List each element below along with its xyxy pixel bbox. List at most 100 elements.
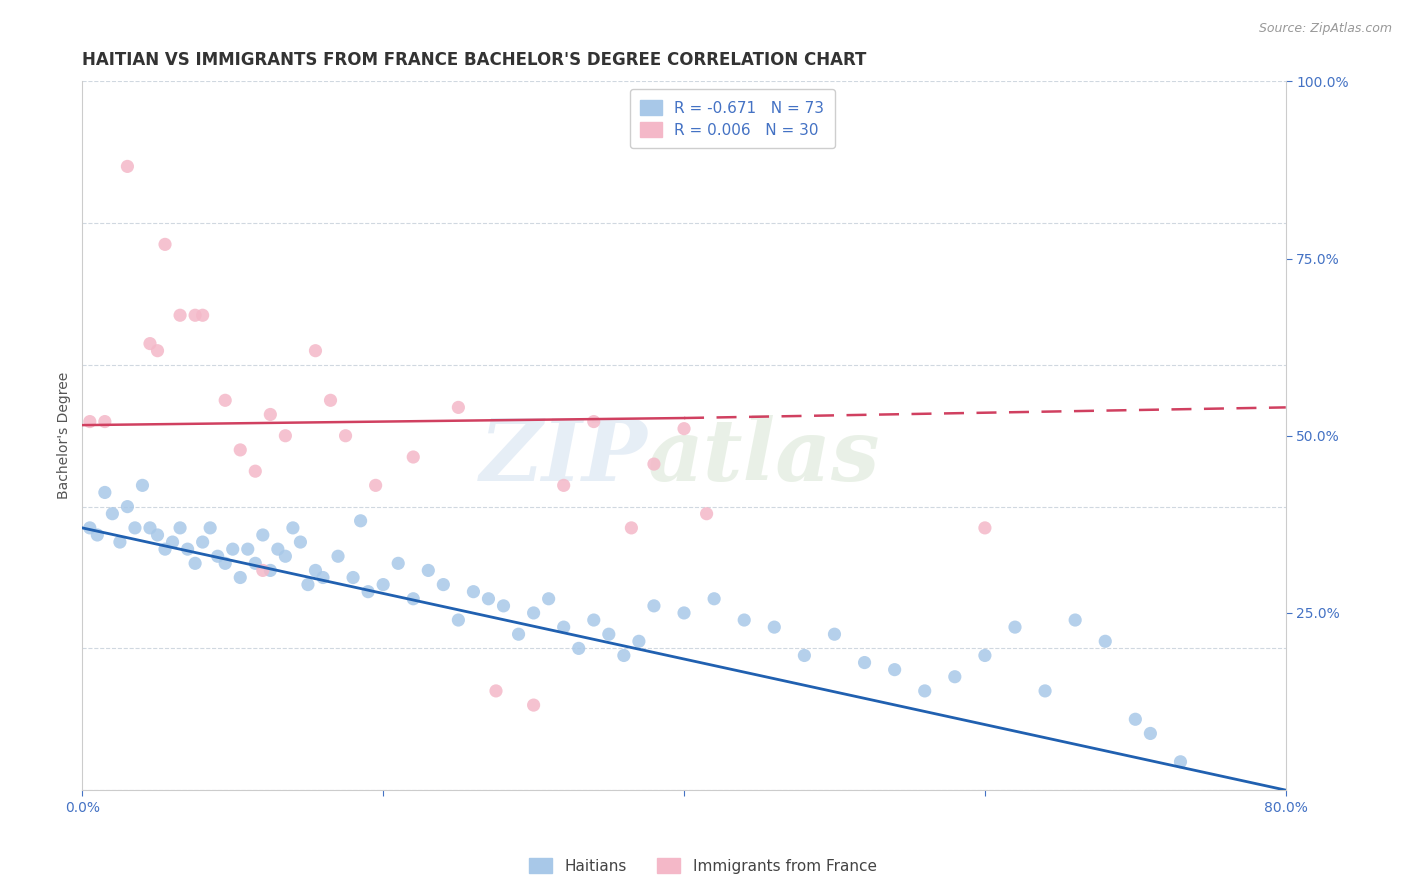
Point [198, 521, 221, 535]
Point [94, 485, 117, 500]
Point [139, 521, 162, 535]
Point [214, 557, 236, 571]
Point [191, 308, 214, 322]
Point [259, 408, 281, 422]
Point [643, 599, 665, 613]
Point [79, 415, 101, 429]
Point [974, 521, 997, 535]
Legend: R = -0.671   N = 73, R = 0.006   N = 30: R = -0.671 N = 73, R = 0.006 N = 30 [630, 89, 835, 148]
Point [598, 627, 620, 641]
Point [492, 599, 515, 613]
Point [267, 542, 290, 557]
Point [1170, 755, 1192, 769]
Point [222, 542, 245, 557]
Point [274, 549, 297, 564]
Point [508, 627, 530, 641]
Y-axis label: Bachelor's Degree: Bachelor's Degree [58, 372, 72, 500]
Point [139, 336, 162, 351]
Point [418, 563, 440, 577]
Point [229, 570, 252, 584]
Point [124, 521, 146, 535]
Point [1064, 613, 1087, 627]
Point [477, 591, 499, 606]
Point [176, 542, 198, 557]
Point [853, 656, 876, 670]
Point [290, 535, 312, 549]
Point [357, 584, 380, 599]
Point [620, 521, 643, 535]
Point [169, 308, 191, 322]
Point [153, 237, 176, 252]
Point [304, 563, 326, 577]
Point [252, 528, 274, 542]
Point [312, 570, 335, 584]
Point [373, 577, 395, 591]
Point [117, 500, 139, 514]
Point [169, 521, 191, 535]
Point [763, 620, 786, 634]
Point [553, 620, 575, 634]
Point [883, 663, 905, 677]
Legend: Haitians, Immigrants from France: Haitians, Immigrants from France [523, 852, 883, 880]
Point [523, 606, 546, 620]
Point [485, 684, 508, 698]
Point [1123, 712, 1146, 726]
Point [146, 528, 169, 542]
Point [252, 563, 274, 577]
Point [245, 464, 267, 478]
Point [335, 429, 357, 443]
Point [236, 542, 259, 557]
Point [463, 584, 485, 599]
Point [673, 422, 696, 436]
Point [326, 549, 349, 564]
Point [245, 557, 267, 571]
Point [101, 507, 124, 521]
Point [793, 648, 815, 663]
Point [582, 415, 605, 429]
Point [364, 478, 387, 492]
Point [79, 521, 101, 535]
Point [259, 563, 281, 577]
Point [387, 557, 409, 571]
Point [523, 698, 546, 712]
Point [447, 613, 470, 627]
Point [281, 521, 304, 535]
Point [914, 684, 936, 698]
Point [673, 606, 696, 620]
Point [86, 528, 108, 542]
Point [568, 641, 591, 656]
Point [191, 535, 214, 549]
Point [1139, 726, 1161, 740]
Point [207, 549, 229, 564]
Point [214, 393, 236, 408]
Point [94, 415, 117, 429]
Text: ZIP: ZIP [479, 416, 648, 499]
Point [402, 450, 425, 464]
Point [943, 670, 966, 684]
Point [1033, 684, 1056, 698]
Point [349, 514, 371, 528]
Point [696, 507, 718, 521]
Point [108, 535, 131, 549]
Point [297, 577, 319, 591]
Point [274, 429, 297, 443]
Point [402, 591, 425, 606]
Point [131, 478, 153, 492]
Point [304, 343, 326, 358]
Point [1094, 634, 1116, 648]
Point [733, 613, 755, 627]
Point [613, 648, 636, 663]
Point [553, 478, 575, 492]
Point [824, 627, 846, 641]
Point [319, 393, 342, 408]
Point [974, 648, 997, 663]
Text: HAITIAN VS IMMIGRANTS FROM FRANCE BACHELOR'S DEGREE CORRELATION CHART: HAITIAN VS IMMIGRANTS FROM FRANCE BACHEL… [83, 51, 866, 69]
Text: atlas: atlas [648, 416, 880, 499]
Point [146, 343, 169, 358]
Point [537, 591, 560, 606]
Point [447, 401, 470, 415]
Point [703, 591, 725, 606]
Point [117, 160, 139, 174]
Point [432, 577, 454, 591]
Point [184, 557, 207, 571]
